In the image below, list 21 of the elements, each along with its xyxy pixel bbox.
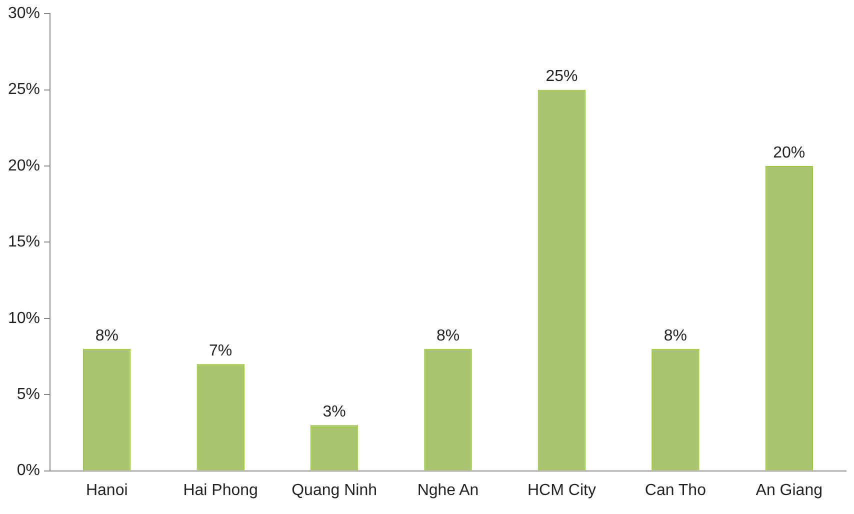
x-tick-label: HCM City — [528, 482, 596, 499]
y-tick-label: 15% — [8, 234, 40, 251]
y-tick-label: 5% — [16, 386, 40, 404]
y-tick-label: 25% — [8, 81, 40, 98]
y-tick-label: 10% — [8, 310, 40, 327]
y-tick-label: 0% — [16, 462, 40, 480]
data-label: 25% — [546, 68, 578, 86]
data-label: 3% — [322, 403, 346, 420]
x-tick-label: Quang Ninh — [292, 482, 377, 499]
data-label: 8% — [95, 327, 118, 344]
x-tick-label: Can Tho — [644, 482, 706, 499]
data-label: 8% — [436, 327, 460, 344]
x-tick-label: Nghe An — [417, 482, 479, 499]
x-tick-label: Hai Phong — [183, 482, 258, 499]
data-label: 7% — [209, 342, 232, 360]
data-label: 8% — [664, 327, 687, 344]
y-tick-label: 20% — [8, 157, 40, 174]
data-label: 20% — [773, 144, 806, 162]
x-tick-label: Hanoi — [86, 482, 128, 499]
y-tick-label: 30% — [8, 5, 40, 22]
x-tick-label: An Giang — [756, 482, 823, 499]
